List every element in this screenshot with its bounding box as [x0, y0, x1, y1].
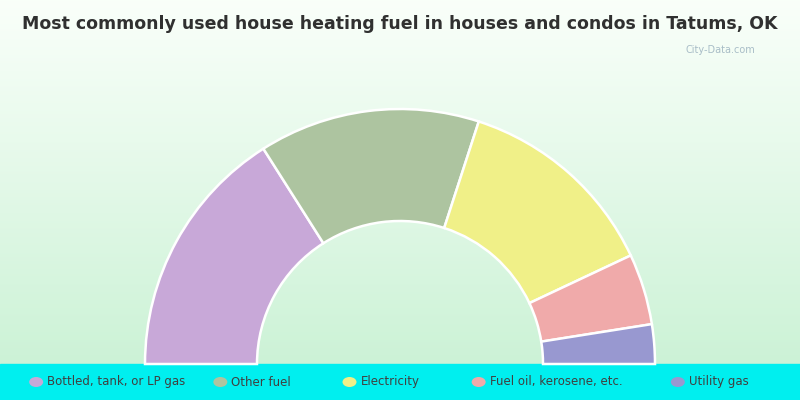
Wedge shape [145, 149, 323, 364]
Ellipse shape [472, 377, 486, 387]
Text: Other fuel: Other fuel [231, 376, 291, 388]
Text: Fuel oil, kerosene, etc.: Fuel oil, kerosene, etc. [490, 376, 622, 388]
Text: City-Data.com: City-Data.com [685, 45, 755, 55]
Text: Utility gas: Utility gas [689, 376, 749, 388]
Wedge shape [530, 256, 652, 342]
Text: Bottled, tank, or LP gas: Bottled, tank, or LP gas [47, 376, 186, 388]
Text: Most commonly used house heating fuel in houses and condos in Tatums, OK: Most commonly used house heating fuel in… [22, 15, 778, 33]
Text: Electricity: Electricity [361, 376, 419, 388]
Ellipse shape [671, 377, 685, 387]
Bar [0, 364, 800, 400]
Ellipse shape [342, 377, 357, 387]
Wedge shape [263, 109, 478, 243]
Wedge shape [542, 324, 655, 364]
Wedge shape [444, 122, 630, 303]
Ellipse shape [29, 377, 43, 387]
Ellipse shape [214, 377, 227, 387]
